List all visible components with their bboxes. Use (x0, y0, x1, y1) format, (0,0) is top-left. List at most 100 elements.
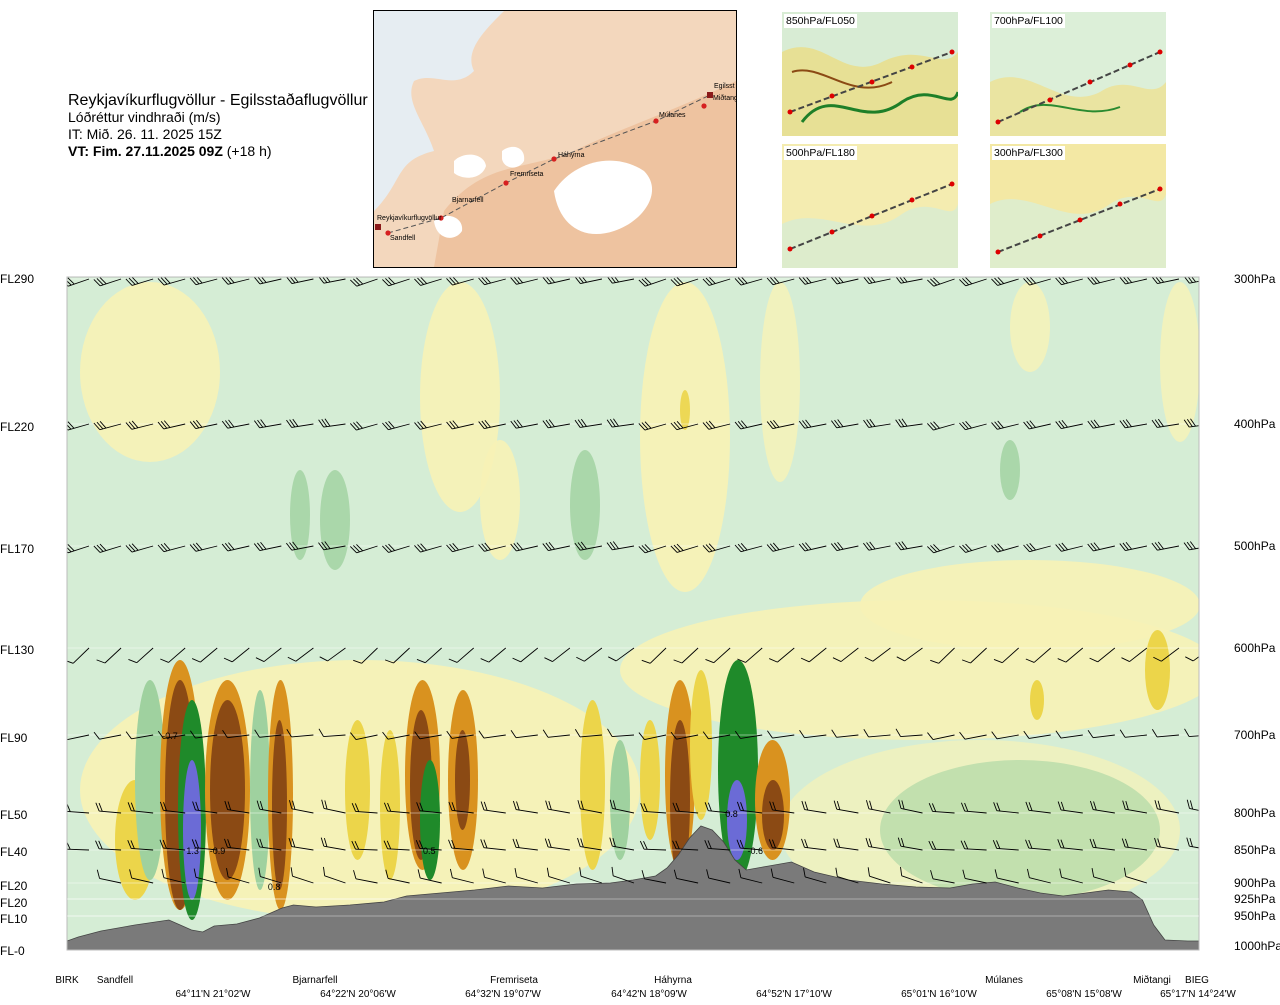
thumb-300hpa[interactable]: 300hPa/FL300 (990, 144, 1166, 268)
coordinate-label: 64°42'N 18°09'W (611, 989, 687, 1000)
contour-blob (755, 740, 790, 860)
wind-barb (287, 647, 314, 662)
wind-barb (546, 867, 570, 884)
thumb-850hpa[interactable]: 850hPa/FL050 (782, 12, 958, 136)
contour-blob (680, 390, 690, 430)
route-map: Reykjavíkurflugvöllur Sandfell Bjarnarfell… (373, 10, 737, 268)
airport-marker (375, 224, 381, 230)
contour-blob (880, 760, 1160, 900)
wind-barb (993, 802, 1019, 814)
thumb-500hpa[interactable]: 500hPa/FL180 (782, 144, 958, 268)
flight-level-label: FL290 (0, 272, 35, 286)
contour-blob (183, 760, 201, 900)
wind-barb (897, 837, 923, 851)
flight-level-label: FL170 (0, 542, 35, 556)
flight-level-label: FL20 (0, 879, 28, 893)
contour-blob (210, 700, 245, 880)
wind-barb (1123, 867, 1148, 884)
wind-barb (959, 731, 987, 740)
pressure-label: 900hPa (1234, 876, 1276, 890)
wind-barb (640, 803, 667, 814)
thumb-300hpa-label: 300hPa/FL300 (992, 146, 1065, 160)
wind-barb (189, 277, 218, 286)
wind-barb (574, 541, 603, 551)
wind-barb (67, 544, 90, 554)
wind-barb (1184, 728, 1199, 737)
contour-blob (448, 690, 478, 870)
contour-blob (455, 730, 470, 830)
wind-barb (1186, 837, 1199, 851)
wind-barb (545, 800, 570, 814)
wind-barb (1183, 277, 1199, 284)
wind-barb (768, 839, 795, 851)
plot-frame (66, 276, 1200, 951)
pressure-label: 1000hPa (1234, 939, 1280, 953)
station-label: BIEG (1185, 975, 1209, 986)
map-place-label: Sandfell (390, 235, 416, 242)
contour-blob (420, 282, 500, 512)
thumb-500hpa-svg (782, 144, 958, 268)
wind-barb (673, 869, 699, 884)
wind-barb (510, 729, 538, 739)
wind-barb (382, 277, 410, 287)
wind-barb (286, 729, 314, 738)
wind-barb (1057, 647, 1084, 663)
wind-barb (414, 543, 442, 553)
glacier-vatnajokull (554, 160, 653, 235)
contour-blob (272, 720, 287, 890)
wind-barb (448, 839, 474, 851)
wind-barb (611, 866, 635, 884)
wind-barb (1153, 647, 1180, 662)
route-points (375, 92, 713, 236)
coordinate-label: 64°11'N 21°02'W (175, 989, 251, 1000)
wind-barb (770, 868, 795, 884)
wind-barb (319, 647, 346, 662)
wind-barb (542, 541, 570, 552)
wind-barb (1087, 419, 1115, 429)
waypoint-marker (438, 215, 444, 221)
contour-blob (718, 660, 758, 880)
wind-barb (927, 544, 955, 554)
wind-barb (863, 541, 891, 551)
value-annotation: 0.8 (268, 882, 281, 892)
wind-barb (191, 647, 218, 663)
wind-barb (288, 837, 314, 851)
contour-blob (580, 700, 605, 870)
pressure-label: 500hPa (1234, 539, 1276, 553)
wind-barb (959, 543, 987, 553)
wind-barb (351, 840, 378, 851)
wind-barb (95, 802, 122, 814)
wind-barb (414, 277, 442, 286)
contour-blob (160, 660, 200, 910)
wind-barb (830, 277, 859, 285)
wind-barb (67, 647, 90, 664)
wind-barb (1151, 418, 1180, 428)
wind-barb (769, 801, 795, 814)
thumb-700hpa[interactable]: 700hPa/FL100 (990, 12, 1166, 136)
wind-barb (928, 840, 955, 851)
wind-barb (736, 801, 763, 814)
wind-barb (446, 543, 474, 553)
value-annotations: -0.7 1.3 -0.9 0.8 0.5 0.8 -0.6 (162, 731, 763, 892)
contour-blob (320, 470, 350, 570)
wind-barb (867, 867, 891, 884)
flight-level-label: FL220 (0, 420, 35, 434)
wind-barb (254, 729, 282, 738)
route-line (387, 94, 711, 234)
wind-barb (222, 729, 250, 739)
wind-barb (767, 730, 795, 739)
wind-barb (704, 802, 731, 814)
contour-blob (860, 560, 1199, 650)
wind-barb (638, 544, 667, 554)
wind-barb (609, 837, 635, 851)
wind-barb (670, 277, 699, 287)
wind-barb (900, 866, 923, 884)
wind-barb (542, 277, 570, 285)
wind-barb (833, 800, 859, 814)
glacier-hofsjokull (502, 146, 525, 168)
wind-barb (96, 869, 122, 884)
wind-barbs (67, 277, 1199, 884)
flight-level-label: FL20 (0, 896, 28, 910)
wind-barb (1121, 838, 1147, 851)
wind-barb (542, 419, 570, 429)
